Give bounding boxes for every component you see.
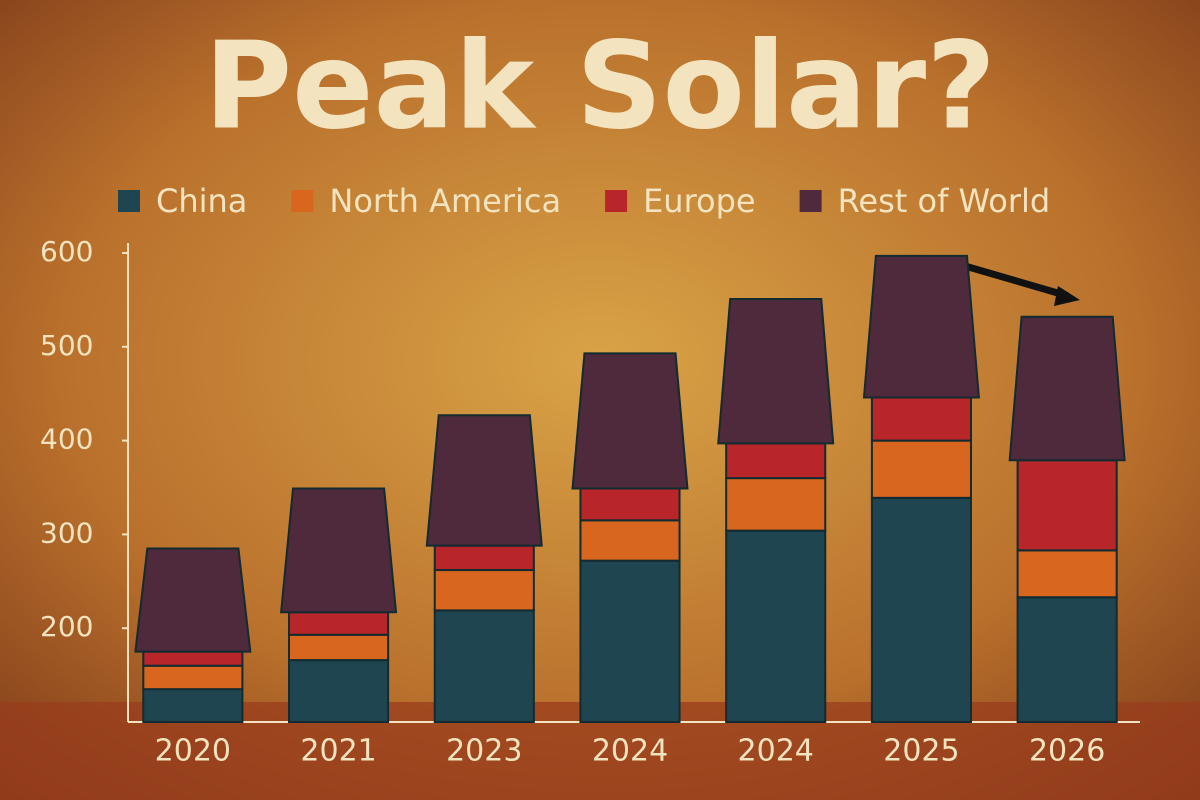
y-tick-label: 500 <box>40 329 93 362</box>
bar-segment <box>142 688 244 723</box>
legend-label: Europe <box>643 182 756 220</box>
legend-label: China <box>156 182 247 220</box>
bar-roof <box>571 352 689 490</box>
bar-segment <box>142 664 244 691</box>
bar-segment <box>433 609 535 723</box>
bar-segment <box>579 487 681 522</box>
bar-segment <box>870 439 972 499</box>
bar-roof <box>717 297 835 445</box>
bar-segment <box>725 529 827 724</box>
bar-roof <box>134 547 252 653</box>
trend-arrow-head <box>1054 286 1080 306</box>
bar-segment <box>870 396 972 442</box>
bar-segment <box>288 659 390 723</box>
bar-segment <box>142 650 244 667</box>
y-tick-label: 400 <box>40 423 93 456</box>
legend-label: North America <box>329 182 561 220</box>
x-tick-label: 2024 <box>738 734 814 769</box>
x-tick-label: 2021 <box>300 734 376 769</box>
bar-segment <box>725 477 827 532</box>
legend-swatch <box>118 190 140 212</box>
bar-roof <box>862 254 980 399</box>
bar-segment <box>433 569 535 612</box>
bar-segment <box>433 544 535 572</box>
legend-swatch <box>799 190 822 212</box>
chart-title: Peak Solar? <box>204 18 996 157</box>
y-tick-label: 200 <box>40 610 93 643</box>
bar-segment <box>725 442 827 480</box>
legend-swatch <box>291 190 314 212</box>
bar-roof <box>1008 315 1126 462</box>
legend-swatch <box>605 190 628 212</box>
bar-segment <box>579 559 681 723</box>
trend-arrow <box>964 262 1069 300</box>
x-tick-label: 2023 <box>446 734 522 769</box>
x-tick-label: 2024 <box>592 734 668 769</box>
bar-segment <box>1016 549 1118 599</box>
bar-roof <box>280 487 398 614</box>
x-tick-label: 2025 <box>883 734 959 769</box>
bar-segment <box>579 519 681 562</box>
y-tick-label: 300 <box>40 516 93 549</box>
bar-segment <box>1016 596 1118 723</box>
bar-segment <box>288 611 390 636</box>
bar-segment <box>288 633 390 662</box>
x-tick-label: 2026 <box>1029 734 1105 769</box>
bar-roof <box>425 414 543 547</box>
bar-segment <box>1016 459 1118 552</box>
legend-label: Rest of World <box>838 182 1051 220</box>
x-tick-label: 2020 <box>155 734 231 769</box>
bar-segment <box>870 496 972 723</box>
y-tick-label: 600 <box>40 235 93 268</box>
